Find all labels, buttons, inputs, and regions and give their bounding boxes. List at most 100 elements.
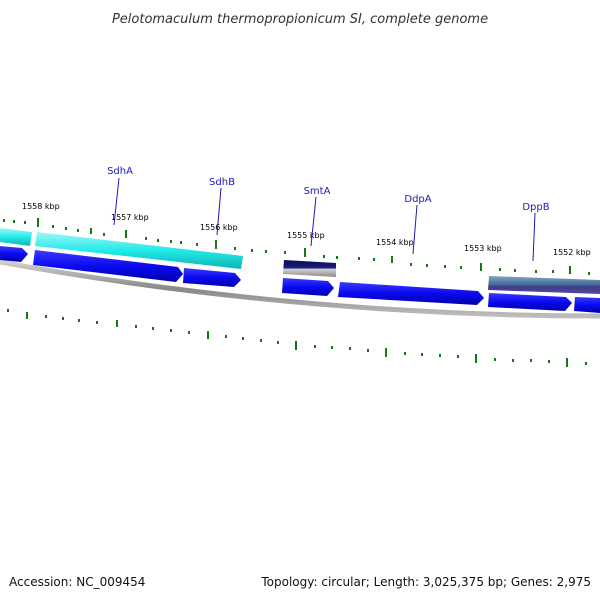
highlight-feature-dark bbox=[283, 260, 336, 277]
tick bbox=[373, 258, 375, 261]
cds-arrow bbox=[183, 268, 241, 287]
tick bbox=[62, 317, 64, 320]
tick bbox=[52, 225, 54, 228]
tick bbox=[145, 237, 147, 240]
tick bbox=[588, 272, 590, 275]
leader-sdhb bbox=[216, 187, 222, 236]
gene-label-ddpa: DdpA bbox=[404, 194, 431, 205]
genome-summary: Topology: circular; Length: 3,025,375 bp… bbox=[260, 575, 591, 589]
tick-major bbox=[385, 348, 387, 357]
inner-ticks bbox=[7, 309, 587, 367]
tick bbox=[242, 337, 244, 340]
tick bbox=[277, 341, 279, 344]
kbp-label: 1554 kbp bbox=[376, 238, 414, 247]
tick-major bbox=[207, 331, 209, 339]
tick-major bbox=[475, 354, 477, 363]
gene-label-smta: SmtA bbox=[304, 186, 331, 197]
tick bbox=[336, 256, 338, 259]
tick bbox=[494, 358, 496, 361]
tick bbox=[439, 354, 441, 357]
tick bbox=[323, 255, 325, 258]
kbp-label: 1556 kbp bbox=[200, 223, 238, 232]
tick bbox=[410, 263, 412, 266]
cds-arrow bbox=[33, 250, 183, 282]
tick bbox=[585, 362, 587, 365]
tick bbox=[548, 360, 550, 363]
tick bbox=[103, 233, 105, 236]
gene-label-sdha: SdhA bbox=[107, 166, 133, 177]
tick-major bbox=[90, 228, 92, 234]
tick-major bbox=[37, 218, 39, 227]
tick bbox=[358, 257, 360, 260]
tick bbox=[265, 250, 267, 253]
tick-major bbox=[480, 263, 482, 271]
tick bbox=[514, 269, 516, 272]
cds-track bbox=[0, 246, 600, 313]
tick bbox=[349, 347, 351, 350]
map-title: Pelotomaculum thermopropionicum SI, comp… bbox=[112, 12, 488, 27]
tick bbox=[170, 240, 172, 243]
tick bbox=[530, 359, 532, 362]
kbp-label: 1557 kbp bbox=[111, 213, 149, 222]
kbp-label: 1558 kbp bbox=[22, 202, 60, 211]
tick bbox=[251, 249, 253, 252]
tick bbox=[13, 220, 15, 223]
cds-arrow bbox=[282, 278, 334, 296]
gene-label-sdhb: SdhB bbox=[209, 177, 235, 188]
tick bbox=[331, 346, 333, 349]
cds-arrow bbox=[488, 293, 572, 311]
tick bbox=[535, 270, 537, 273]
leader-dppb bbox=[532, 212, 536, 262]
tick bbox=[180, 241, 182, 244]
outer-ticks bbox=[3, 218, 590, 275]
tick bbox=[170, 329, 172, 332]
tick-major bbox=[304, 248, 306, 257]
tick bbox=[499, 268, 501, 271]
tick bbox=[421, 353, 423, 356]
tick bbox=[24, 221, 26, 224]
tick bbox=[188, 331, 190, 334]
tick-major bbox=[125, 230, 127, 238]
tick bbox=[77, 229, 79, 232]
tick bbox=[260, 339, 262, 342]
tick bbox=[3, 219, 5, 222]
tick-major bbox=[295, 341, 297, 350]
tick bbox=[367, 349, 369, 352]
gene-label-dppb: DppB bbox=[522, 202, 549, 213]
kbp-label: 1552 kbp bbox=[553, 248, 591, 257]
highlight-feature-cyan bbox=[0, 228, 32, 246]
tick bbox=[78, 319, 80, 322]
cds-arrow bbox=[574, 297, 600, 313]
tick bbox=[314, 345, 316, 348]
tick bbox=[65, 227, 67, 230]
backbone-ring bbox=[0, 259, 600, 319]
highlight-feature-cyan bbox=[35, 232, 243, 269]
tick-major bbox=[391, 256, 393, 263]
tick bbox=[444, 265, 446, 268]
gene-leaders bbox=[113, 177, 536, 262]
leader-sdha bbox=[113, 177, 120, 226]
gene-labels: SdhA SdhB SmtA DdpA DppB bbox=[107, 166, 550, 213]
tick bbox=[45, 315, 47, 318]
tick bbox=[96, 321, 98, 324]
tick bbox=[196, 243, 198, 246]
tick bbox=[284, 251, 286, 254]
tick-major bbox=[215, 240, 217, 249]
tick-major bbox=[116, 320, 118, 327]
tick bbox=[234, 247, 236, 250]
accession-label: Accession: NC_009454 bbox=[9, 575, 145, 589]
leader-ddpa bbox=[412, 204, 418, 255]
tick-major bbox=[566, 358, 568, 367]
tick bbox=[460, 266, 462, 269]
tick-major bbox=[569, 266, 571, 274]
tick bbox=[404, 352, 406, 355]
tick bbox=[426, 264, 428, 267]
tick-major bbox=[26, 312, 28, 319]
kbp-label: 1555 kbp bbox=[287, 231, 325, 240]
tick bbox=[225, 335, 227, 338]
tick bbox=[157, 239, 159, 242]
highlight-feature-steel bbox=[488, 276, 600, 294]
tick bbox=[512, 359, 514, 362]
cds-arrow bbox=[338, 282, 484, 305]
